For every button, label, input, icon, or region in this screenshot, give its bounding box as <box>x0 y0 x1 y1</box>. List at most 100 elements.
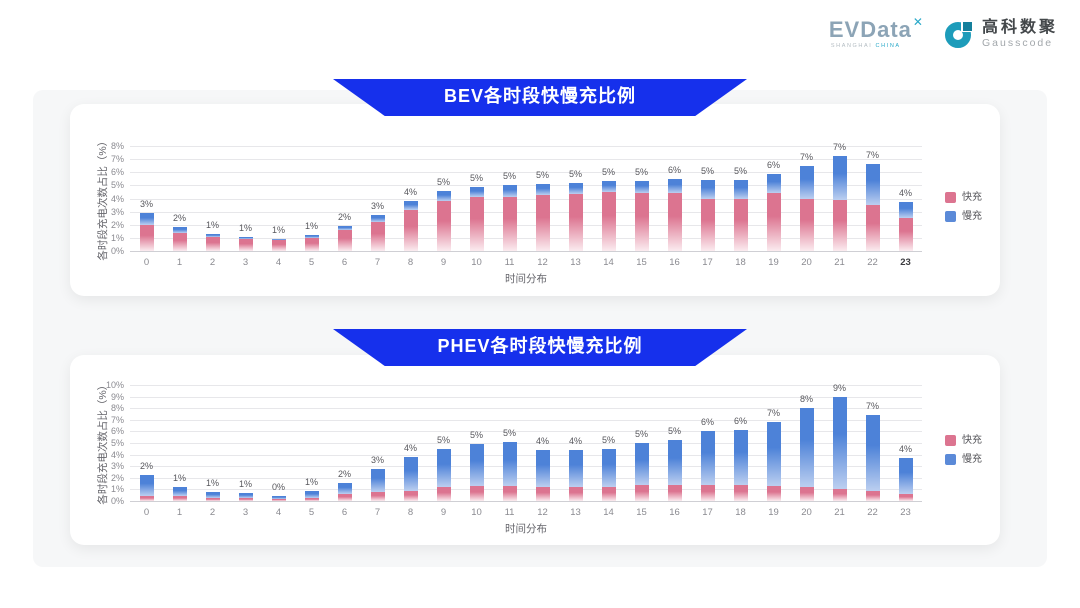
y-tick-label: 2% <box>110 472 124 483</box>
bar-hour-0[interactable] <box>139 474 154 501</box>
bar-value-label: 3% <box>370 454 384 465</box>
bar-segment-慢充 <box>238 236 253 240</box>
bar-hour-8[interactable] <box>403 201 418 251</box>
bar-hour-1[interactable] <box>172 226 187 251</box>
bar-hour-21[interactable] <box>832 396 847 501</box>
legend-label: 快充 <box>962 191 982 203</box>
x-tick-label: 20 <box>801 507 812 518</box>
bar-segment-慢充 <box>700 431 715 485</box>
bar-hour-5[interactable] <box>304 490 319 501</box>
bar-hour-8[interactable] <box>403 456 418 501</box>
bar-segment-慢充 <box>238 493 253 499</box>
bar-hour-12[interactable] <box>535 449 550 501</box>
bar-segment-快充 <box>766 193 781 251</box>
bar-hour-23[interactable] <box>898 458 913 501</box>
bar-hour-17[interactable] <box>700 431 715 501</box>
bar-hour-19[interactable] <box>766 173 781 251</box>
bar-hour-16[interactable] <box>667 439 682 501</box>
bar-value-label: 3% <box>139 198 153 209</box>
bar-segment-慢充 <box>898 202 913 219</box>
x-tick-label: 14 <box>603 257 614 268</box>
bar-hour-22[interactable] <box>865 415 880 501</box>
bar-hour-13[interactable] <box>568 182 583 251</box>
bar-segment-慢充 <box>634 443 649 485</box>
bar-segment-慢充 <box>667 439 682 486</box>
y-tick-label: 5% <box>110 438 124 448</box>
x-axis-title: 时间分布 <box>505 523 547 535</box>
gridline <box>130 466 922 468</box>
x-tick-label: 12 <box>537 257 548 268</box>
gridline <box>130 419 922 421</box>
bar-value-label: 4% <box>568 435 582 446</box>
chart-legend: 快充 慢充 <box>945 435 982 465</box>
y-tick-label: 5% <box>110 180 124 191</box>
bar-hour-11[interactable] <box>502 185 517 251</box>
bar-hour-6[interactable] <box>337 226 352 251</box>
header: EVData ✕ SHANGHAI CHINA 高科数聚 Gausscode <box>829 16 1058 50</box>
bar-hour-17[interactable] <box>700 180 715 251</box>
bar-segment-慢充 <box>139 212 154 225</box>
bar-hour-18[interactable] <box>733 430 748 501</box>
bev-chart-card: 0% 1% 2% 3% 4% 5% 6% 7% 8% 各时段充电次数占比（%） 3% 0 2% 1 1% 2 1… <box>70 104 1000 296</box>
bar-hour-14[interactable] <box>601 448 616 501</box>
bar-hour-10[interactable] <box>469 444 484 501</box>
bar-hour-3[interactable] <box>238 493 253 501</box>
y-tick-label: 8% <box>110 403 124 414</box>
y-tick-label: 1% <box>110 232 124 243</box>
bar-segment-快充 <box>601 191 616 251</box>
bar-value-label: 5% <box>667 425 681 436</box>
bar-hour-9[interactable] <box>436 448 451 501</box>
bar-segment-快充 <box>370 491 385 501</box>
bar-hour-20[interactable] <box>799 165 814 251</box>
bar-hour-2[interactable] <box>205 233 220 251</box>
x-tick-label: 5 <box>308 507 315 518</box>
bar-hour-13[interactable] <box>568 449 583 501</box>
evdata-logo-subtext: SHANGHAI CHINA <box>830 42 901 49</box>
bar-hour-16[interactable] <box>667 178 682 251</box>
bar-segment-快充 <box>172 496 187 501</box>
bar-hour-22[interactable] <box>865 164 880 251</box>
legend-item-慢充[interactable]: 慢充 <box>945 211 982 222</box>
bar-segment-慢充 <box>139 474 154 496</box>
bar-hour-4[interactable] <box>271 495 286 501</box>
bar-hour-7[interactable] <box>370 214 385 251</box>
bar-hour-12[interactable] <box>535 184 550 251</box>
legend-item-快充[interactable]: 快充 <box>945 192 982 203</box>
bar-hour-15[interactable] <box>634 180 649 251</box>
gridline <box>130 237 922 239</box>
bar-segment-快充 <box>667 192 682 251</box>
bar-value-label: 1% <box>238 479 252 490</box>
gridline <box>130 454 922 456</box>
bar-segment-慢充 <box>535 449 550 488</box>
bar-hour-3[interactable] <box>238 236 253 251</box>
bar-hour-6[interactable] <box>337 483 352 501</box>
bar-hour-23[interactable] <box>898 202 913 251</box>
gridline <box>130 172 922 174</box>
bar-hour-19[interactable] <box>766 422 781 501</box>
y-tick-label: 4% <box>110 449 124 460</box>
x-tick-label: 22 <box>867 507 878 518</box>
bar-segment-快充 <box>568 487 583 501</box>
bar-hour-0[interactable] <box>139 212 154 251</box>
bar-hour-9[interactable] <box>436 190 451 251</box>
gridline <box>130 211 922 213</box>
bar-hour-10[interactable] <box>469 186 484 251</box>
x-axis-line <box>130 251 922 252</box>
bar-hour-14[interactable] <box>601 180 616 251</box>
bar-segment-快充 <box>601 487 616 501</box>
bar-hour-18[interactable] <box>733 180 748 251</box>
legend-item-慢充[interactable]: 慢充 <box>945 454 982 465</box>
bar-hour-21[interactable] <box>832 155 847 251</box>
bar-hour-4[interactable] <box>271 238 286 251</box>
bar-hour-2[interactable] <box>205 491 220 501</box>
bar-value-label: 7% <box>865 401 879 412</box>
bar-hour-7[interactable] <box>370 468 385 501</box>
bar-segment-慢充 <box>799 408 814 488</box>
bar-hour-5[interactable] <box>304 235 319 251</box>
bar-hour-15[interactable] <box>634 443 649 501</box>
bar-hour-11[interactable] <box>502 441 517 501</box>
bar-hour-1[interactable] <box>172 486 187 502</box>
legend-item-快充[interactable]: 快充 <box>945 435 982 446</box>
gausscode-logo-icon <box>944 19 975 48</box>
bar-hour-20[interactable] <box>799 408 814 501</box>
